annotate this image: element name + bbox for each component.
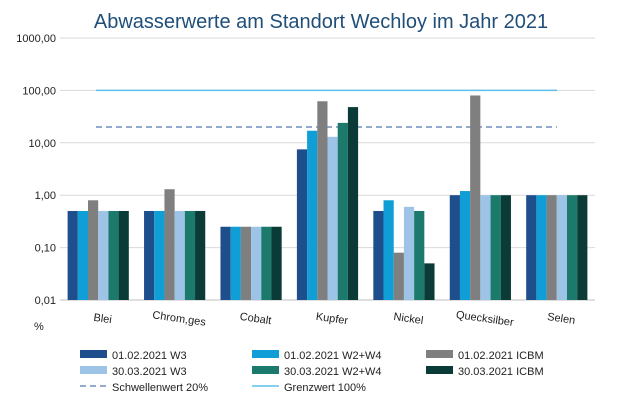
y-axis-ticks: 1000,00 100,00 10,00 1,00 0,10 0,01	[16, 33, 56, 307]
bar	[526, 195, 537, 300]
bar	[347, 107, 359, 300]
x-category-label: Nickel	[393, 311, 424, 327]
bar	[195, 210, 206, 300]
bar	[424, 263, 435, 300]
legend-swatch	[426, 366, 453, 374]
bar	[403, 206, 415, 300]
legend-swatch	[252, 350, 279, 358]
bar	[470, 95, 481, 300]
bar	[500, 195, 511, 300]
bar	[556, 195, 567, 300]
bar	[144, 210, 155, 300]
bar	[414, 210, 425, 300]
legend-label: 01.02.2021 W2+W4	[284, 350, 382, 362]
bar	[251, 226, 262, 300]
legend-swatch	[80, 366, 107, 374]
legend-swatch	[252, 366, 279, 374]
x-category-label: Cobalt	[239, 311, 272, 327]
chart-title: Abwasserwerte am Standort Wechloy im Jah…	[94, 11, 548, 33]
y-axis-label: %	[34, 321, 44, 333]
bar	[480, 195, 491, 300]
legend-label: 30.03.2021 ICBM	[458, 366, 544, 378]
bar	[77, 210, 89, 300]
y-tick-label: 0,01	[35, 295, 56, 307]
bar	[577, 195, 588, 300]
x-category-label: Blei	[93, 312, 113, 326]
bar	[337, 122, 348, 301]
bar	[108, 210, 119, 300]
bar	[459, 191, 471, 300]
bar	[184, 210, 196, 300]
bar	[240, 226, 252, 300]
legend-swatch	[426, 350, 453, 358]
bars	[67, 95, 588, 301]
x-category-label: Selen	[546, 311, 576, 327]
legend-label: 30.03.2021 W3	[112, 366, 187, 378]
x-axis-categories: Blei Chrom,ges Cobalt Kupfer Nickel Quecksilb…	[93, 309, 576, 329]
y-tick-label: 1,00	[35, 190, 56, 202]
x-category-label: Chrom,ges	[152, 309, 207, 328]
bar	[327, 136, 338, 300]
legend-label: 01.02.2021 W3	[112, 350, 187, 362]
bar	[164, 189, 175, 300]
bar	[154, 210, 165, 300]
bar	[317, 101, 328, 300]
bar	[271, 226, 282, 300]
y-tick-label: 100,00	[22, 85, 56, 97]
legend-label: 30.03.2021 W2+W4	[284, 366, 382, 378]
bar	[393, 252, 404, 300]
bar	[67, 210, 78, 300]
bar	[174, 210, 185, 300]
bar	[118, 210, 129, 300]
bar	[307, 130, 318, 300]
legend-label: 01.02.2021 ICBM	[458, 350, 544, 362]
bar	[296, 149, 308, 300]
legend: 01.02.2021 W3 01.02.2021 W2+W4 01.02.2021 …	[80, 350, 544, 394]
y-tick-label: 0,10	[35, 243, 56, 255]
bar	[373, 210, 384, 300]
bar	[230, 226, 241, 300]
bar	[536, 195, 547, 300]
bar	[220, 226, 231, 300]
bar	[490, 195, 501, 300]
bar	[546, 195, 557, 300]
legend-swatch	[80, 350, 107, 358]
bar	[261, 226, 272, 300]
y-tick-label: 1000,00	[16, 33, 56, 45]
legend-label: Grenzwert 100%	[284, 382, 366, 394]
bar	[449, 195, 460, 300]
legend-label: Schwellenwert 20%	[112, 382, 208, 394]
bar	[566, 195, 578, 300]
bar	[383, 200, 394, 300]
x-category-label: Kupfer	[315, 311, 349, 327]
x-category-label: Quecksilber	[455, 309, 515, 329]
y-tick-label: 10,00	[28, 138, 56, 150]
bar	[88, 200, 99, 300]
bar	[98, 210, 109, 300]
